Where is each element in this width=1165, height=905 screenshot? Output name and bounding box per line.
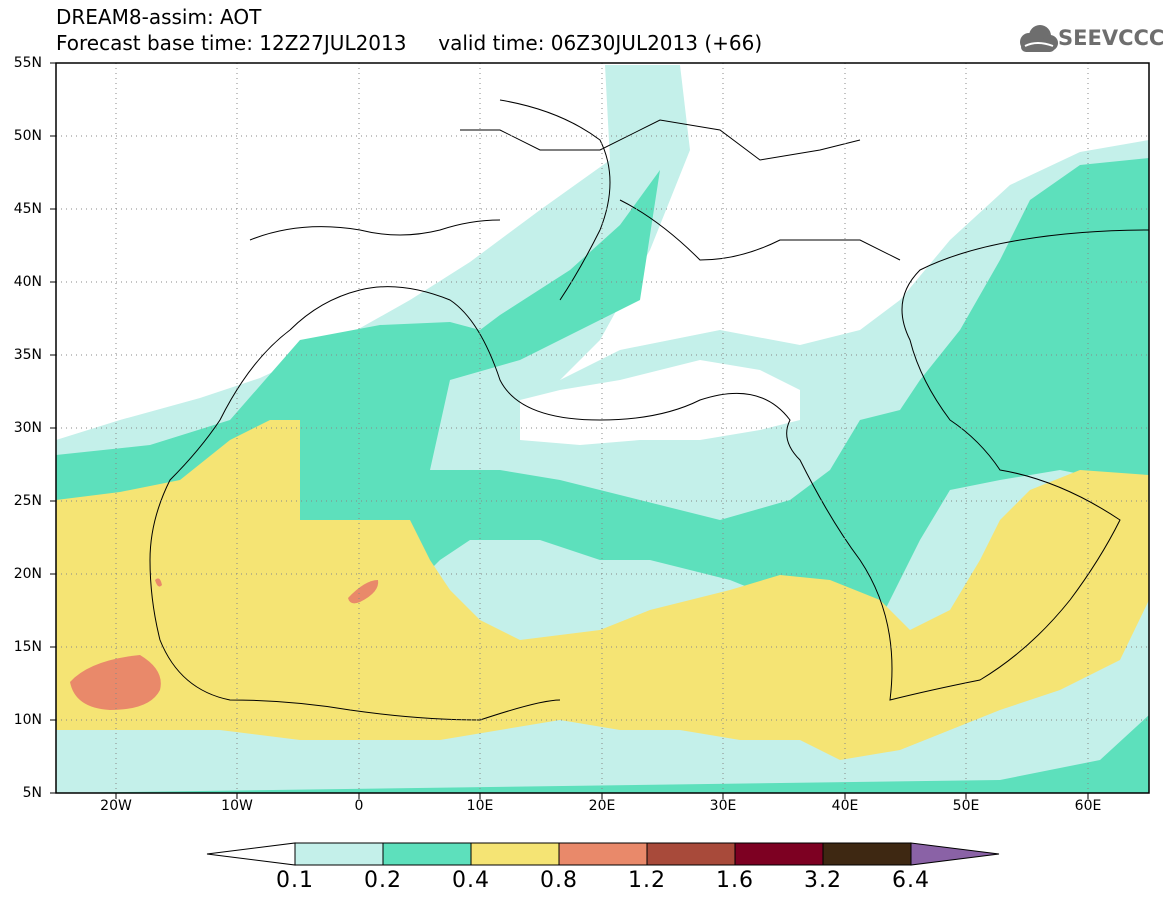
lat-label: 55N [13, 55, 42, 71]
colorbar-segment [646, 842, 736, 866]
aot-band-0.4 [56, 420, 1149, 760]
colorbar-label: 1.2 [628, 868, 666, 893]
lat-label: 50N [13, 128, 42, 144]
colorbar-segment [910, 842, 1000, 866]
lon-label: 40E [831, 798, 859, 814]
map-title: DREAM8-assim: AOT [56, 5, 262, 29]
colorbar-segment [294, 842, 384, 866]
colorbar-label: 0.2 [364, 868, 402, 893]
lat-label: 10N [13, 712, 42, 728]
lon-label: 30E [709, 798, 737, 814]
logo-text: SEEVCCC [1058, 26, 1165, 50]
colorbar-label: 3.2 [804, 868, 842, 893]
aot-band-0.8 [70, 655, 161, 710]
lat-label: 5N [22, 785, 42, 801]
lat-label: 30N [13, 420, 42, 436]
lat-label: 40N [13, 274, 42, 290]
colorbar-label: 0.1 [276, 868, 314, 893]
lon-label: 50E [952, 798, 980, 814]
lat-label: 25N [13, 493, 42, 509]
colorbar-segment [734, 842, 824, 866]
lon-label: 10E [466, 798, 494, 814]
colorbar-segment [470, 842, 560, 866]
lon-label: 60E [1074, 798, 1102, 814]
colorbar-label: 0.8 [540, 868, 578, 893]
colorbar-segment [822, 842, 912, 866]
lon-label: 20W [100, 798, 132, 814]
colorbar-segment [206, 842, 296, 866]
lon-label: 10W [221, 798, 253, 814]
lon-label: 20E [588, 798, 616, 814]
colorbar-segment [558, 842, 648, 866]
cloud-icon [1020, 25, 1058, 52]
lat-label: 20N [13, 566, 42, 582]
forecast-times: Forecast base time: 12Z27JUL2013 valid t… [56, 31, 763, 55]
lon-label: 0 [354, 798, 364, 814]
colorbar-label: 6.4 [892, 868, 930, 893]
lat-label: 35N [13, 347, 42, 363]
colorbar-segment [382, 842, 472, 866]
lat-label: 15N [13, 639, 42, 655]
colorbar-label: 0.4 [452, 868, 490, 893]
lat-label: 45N [13, 201, 42, 217]
colorbar-label: 1.6 [716, 868, 754, 893]
aot-band-0.8-patch [348, 580, 379, 604]
colorbar [206, 842, 1000, 866]
